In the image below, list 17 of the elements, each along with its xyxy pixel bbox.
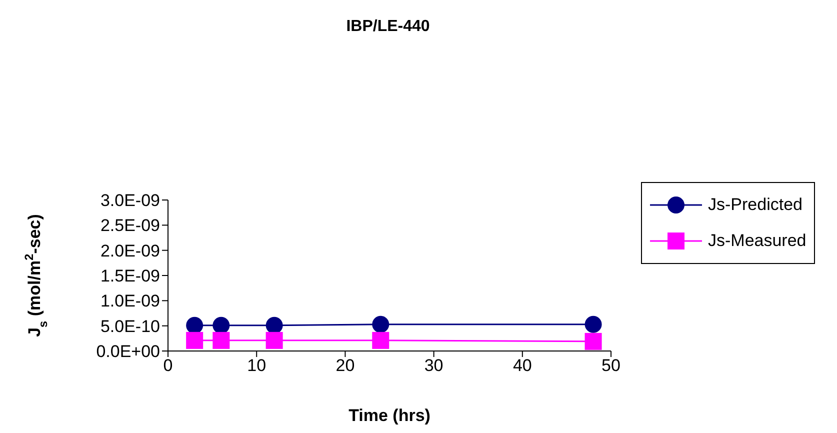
x-tick-label: 10: [247, 356, 266, 376]
y-tick-label: 0.0E+00: [96, 342, 160, 362]
x-tick-label: 40: [512, 356, 532, 376]
y-tick-label: 1.0E-09: [100, 292, 160, 311]
legend-label: Js-Predicted: [708, 195, 802, 215]
legend-label: Js-Measured: [708, 231, 806, 251]
y-tick-label: 1.5E-09: [100, 266, 160, 286]
x-axis-title: Time (hrs): [348, 406, 430, 425]
x-tick-label: 30: [424, 356, 444, 376]
y-tick-label: 2.5E-09: [100, 216, 160, 236]
y-tick-label: 2.0E-09: [100, 241, 160, 260]
y-tick-label: 3.0E-09: [100, 191, 160, 210]
x-tick-label: 20: [336, 356, 355, 376]
y-tick-label: 5.0E-10: [100, 316, 160, 336]
chart-title: IBP/LE-440: [345, 18, 431, 36]
x-tick-label: 0: [163, 356, 173, 376]
x-tick-label: 50: [602, 356, 620, 376]
